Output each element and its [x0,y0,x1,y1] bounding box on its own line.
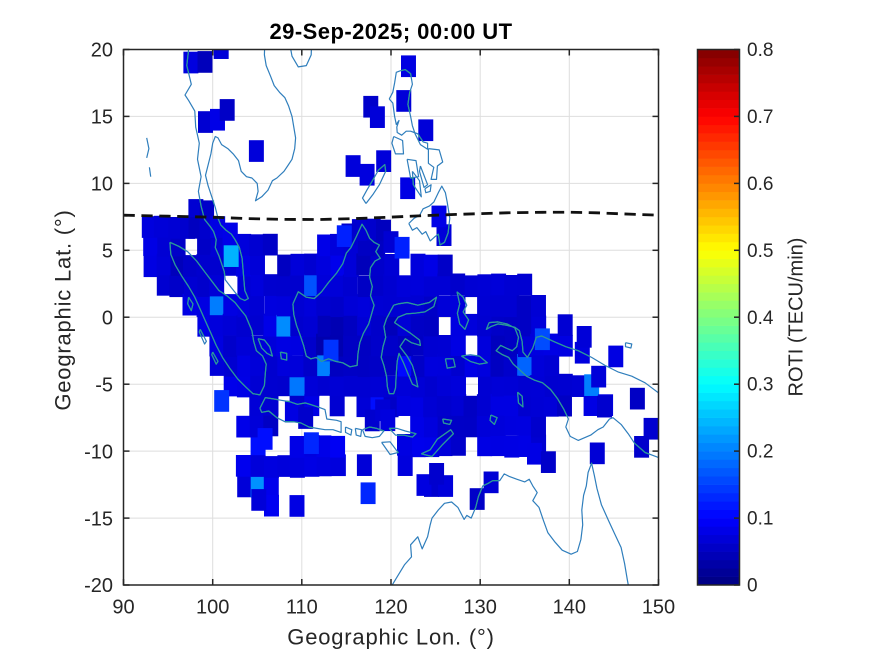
svg-text:0.1: 0.1 [747,509,773,530]
svg-text:100: 100 [196,597,229,619]
svg-text:120: 120 [374,597,407,619]
svg-text:130: 130 [464,597,497,619]
svg-text:0.6: 0.6 [747,174,773,195]
svg-text:150: 150 [642,597,675,619]
svg-text:0.7: 0.7 [747,107,773,128]
svg-text:0.4: 0.4 [747,308,774,329]
svg-text:140: 140 [553,597,586,619]
svg-text:0.3: 0.3 [747,375,773,396]
svg-text:29-Sep-2025; 00:00 UT: 29-Sep-2025; 00:00 UT [269,19,512,44]
svg-text:5: 5 [102,241,113,263]
svg-text:ROTI (TECU/min): ROTI (TECU/min) [786,238,808,397]
svg-text:10: 10 [91,174,113,196]
svg-text:-15: -15 [84,508,113,530]
svg-text:90: 90 [112,597,134,619]
svg-text:0: 0 [102,307,113,329]
svg-text:-20: -20 [84,575,113,597]
svg-text:-5: -5 [95,374,113,396]
svg-text:0.2: 0.2 [747,442,773,463]
svg-text:15: 15 [91,107,113,129]
svg-text:Geographic Lat. (°): Geographic Lat. (°) [51,209,76,410]
svg-text:110: 110 [286,597,318,619]
svg-text:Geographic Lon. (°): Geographic Lon. (°) [287,625,494,650]
svg-text:20: 20 [91,40,113,62]
svg-text:0.8: 0.8 [747,40,773,61]
svg-text:-10: -10 [84,441,113,463]
svg-text:0.5: 0.5 [747,241,773,262]
svg-text:0: 0 [747,576,758,597]
